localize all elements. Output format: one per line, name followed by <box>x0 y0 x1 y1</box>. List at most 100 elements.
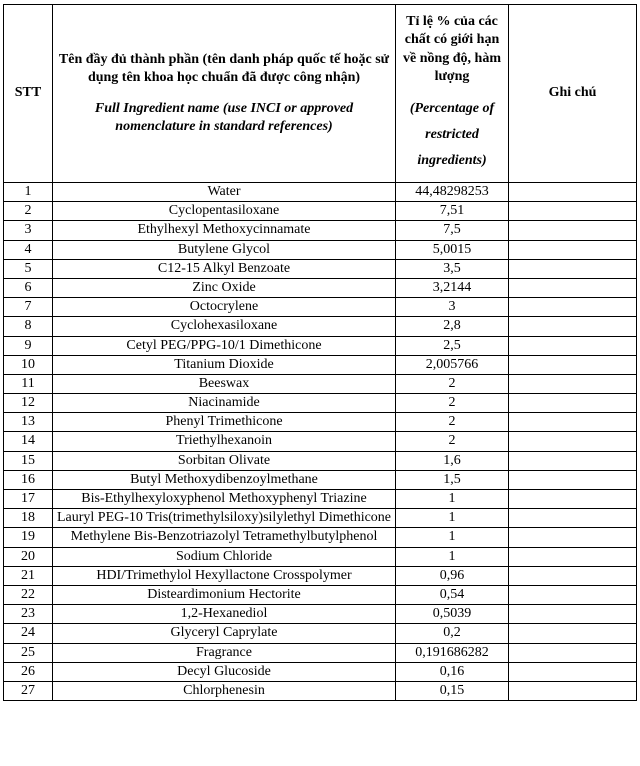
cell-stt: 21 <box>3 565 53 586</box>
col-header-ingredient-name-vi: Tên đầy đủ thành phần (tên danh pháp quố… <box>58 52 390 86</box>
cell-name: HDI/Trimethylol Hexyllactone Crosspolyme… <box>52 565 396 586</box>
cell-name: Lauryl PEG-10 Tris(trimethylsiloxy)silyl… <box>52 508 396 529</box>
cell-stt: 19 <box>3 527 53 548</box>
table-row: 16 Butyl Methoxydibenzoylmethane 1,5 <box>3 469 637 491</box>
cell-name: C12-15 Alkyl Benzoate <box>52 258 396 279</box>
cell-name: Water <box>52 181 396 203</box>
cell-pct: 2,5 <box>395 335 509 356</box>
cell-pct: 44,48298253 <box>395 181 509 203</box>
col-header-percentage-vi: Tỉ lệ % của các chất có giới hạn về nồng… <box>402 14 502 84</box>
cell-note <box>508 623 637 644</box>
cell-pct: 0,5039 <box>395 604 509 625</box>
col-header-percentage: Tỉ lệ % của các chất có giới hạn về nồng… <box>395 4 509 183</box>
cell-stt: 11 <box>3 373 53 395</box>
table-row: 14 Triethylhexanoin 2 <box>3 431 637 452</box>
col-header-stt: STT <box>3 4 53 183</box>
cell-name: Methylene Bis-Benzotriazolyl Tetramethyl… <box>52 527 396 548</box>
cell-stt: 27 <box>3 680 53 702</box>
cell-pct: 2,005766 <box>395 354 509 375</box>
cell-name: Bis-Ethylhexyloxyphenol Methoxyphenyl Tr… <box>52 488 396 510</box>
cell-pct: 0,2 <box>395 623 509 644</box>
cell-name: Beeswax <box>52 373 396 395</box>
cell-pct: 2,8 <box>395 316 509 337</box>
cell-pct: 3,2144 <box>395 277 509 299</box>
cell-pct: 3,5 <box>395 258 509 279</box>
table-row: 8 Cyclohexasiloxane 2,8 <box>3 316 637 337</box>
cell-stt: 13 <box>3 412 53 433</box>
cell-note <box>508 239 637 260</box>
table-row: 15 Sorbitan Olivate 1,6 <box>3 450 637 471</box>
cell-pct: 1,6 <box>395 450 509 471</box>
cell-note <box>508 316 637 337</box>
cell-name: Chlorphenesin <box>52 680 396 702</box>
cell-name: Cyclopentasiloxane <box>52 201 396 222</box>
cell-note <box>508 642 637 663</box>
cell-stt: 5 <box>3 258 53 279</box>
cell-stt: 23 <box>3 604 53 625</box>
cell-note <box>508 450 637 471</box>
cell-stt: 17 <box>3 488 53 510</box>
cell-pct: 2 <box>395 373 509 395</box>
cell-name: Glyceryl Caprylate <box>52 623 396 644</box>
cell-stt: 22 <box>3 584 53 606</box>
table-row: 3 Ethylhexyl Methoxycinnamate 7,5 <box>3 220 637 241</box>
cell-name: Disteardimonium Hectorite <box>52 584 396 606</box>
cell-name: Butyl Methoxydibenzoylmethane <box>52 469 396 491</box>
cell-note <box>508 431 637 452</box>
cell-pct: 2 <box>395 412 509 433</box>
table-row: 10 Titanium Dioxide 2,005766 <box>3 354 637 375</box>
cell-name: Phenyl Trimethicone <box>52 412 396 433</box>
table-row: 20 Sodium Chloride 1 <box>3 546 637 567</box>
cell-pct: 5,0015 <box>395 239 509 260</box>
table-row: 9 Cetyl PEG/PPG-10/1 Dimethicone 2,5 <box>3 335 637 356</box>
cell-name: Sorbitan Olivate <box>52 450 396 471</box>
ingredient-table: STT Tên đầy đủ thành phần (tên danh pháp… <box>3 4 637 702</box>
cell-stt: 10 <box>3 354 53 375</box>
cell-name: Ethylhexyl Methoxycinnamate <box>52 220 396 241</box>
col-header-note: Ghi chú <box>508 4 637 183</box>
table-row: 19 Methylene Bis-Benzotriazolyl Tetrameth… <box>3 527 637 548</box>
cell-pct: 2 <box>395 393 509 414</box>
cell-stt: 18 <box>3 508 53 529</box>
cell-name: Sodium Chloride <box>52 546 396 567</box>
cell-pct: 1 <box>395 546 509 567</box>
table-row: 6 Zinc Oxide 3,2144 <box>3 277 637 299</box>
cell-pct: 1 <box>395 488 509 510</box>
cell-note <box>508 680 637 702</box>
table-row: 25 Fragrance 0,191686282 <box>3 642 637 663</box>
table-row: 7 Octocrylene 3 <box>3 297 637 318</box>
cell-note <box>508 335 637 356</box>
cell-stt: 2 <box>3 201 53 222</box>
cell-name: Decyl Glucoside <box>52 661 396 682</box>
cell-name: 1,2-Hexanediol <box>52 604 396 625</box>
cell-note <box>508 565 637 586</box>
cell-stt: 1 <box>3 181 53 203</box>
table-row: 11 Beeswax 2 <box>3 373 637 395</box>
cell-note <box>508 373 637 395</box>
cell-pct: 0,15 <box>395 680 509 702</box>
table-row: 13 Phenyl Trimethicone 2 <box>3 412 637 433</box>
cell-note <box>508 297 637 318</box>
cell-pct: 1 <box>395 527 509 548</box>
cell-name: Cyclohexasiloxane <box>52 316 396 337</box>
cell-pct: 0,191686282 <box>395 642 509 663</box>
table-row: 22 Disteardimonium Hectorite 0,54 <box>3 584 637 606</box>
cell-pct: 7,51 <box>395 201 509 222</box>
cell-pct: 0,16 <box>395 661 509 682</box>
cell-pct: 1,5 <box>395 469 509 491</box>
cell-note <box>508 488 637 510</box>
table-row: 18 Lauryl PEG-10 Tris(trimethylsiloxy)sil… <box>3 508 637 529</box>
cell-note <box>508 220 637 241</box>
cell-name: Triethylhexanoin <box>52 431 396 452</box>
cell-note <box>508 604 637 625</box>
table-row: 26 Decyl Glucoside 0,16 <box>3 661 637 682</box>
cell-pct: 0,96 <box>395 565 509 586</box>
table-body: 1 Water 44,48298253 2 Cyclopentasiloxane 7,51… <box>3 181 637 702</box>
cell-note <box>508 201 637 222</box>
cell-stt: 15 <box>3 450 53 471</box>
table-row: 27 Chlorphenesin 0,15 <box>3 680 637 702</box>
cell-name: Octocrylene <box>52 297 396 318</box>
cell-note <box>508 469 637 491</box>
cell-name: Cetyl PEG/PPG-10/1 Dimethicone <box>52 335 396 356</box>
